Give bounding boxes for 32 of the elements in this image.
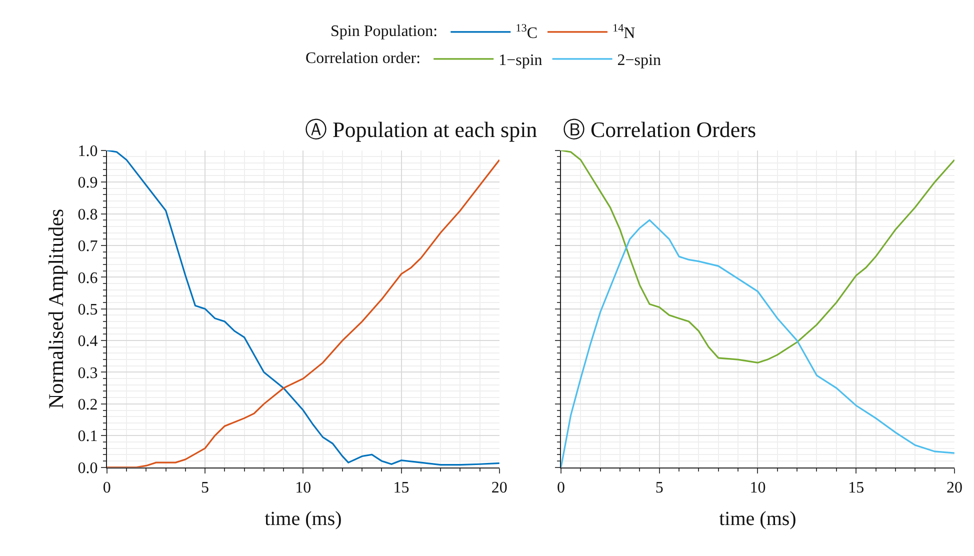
x-tick-label: 10 xyxy=(295,480,312,497)
y-tick-label: 0.4 xyxy=(78,333,98,350)
x-tick-label: 0 xyxy=(557,480,565,497)
chart-title: Ⓐ Population at each spin xyxy=(305,117,538,142)
legend-title: Correlation order: xyxy=(306,50,421,67)
x-tick-label: 20 xyxy=(946,480,962,497)
y-tick-label: 0.0 xyxy=(78,460,98,477)
x-tick-label: 5 xyxy=(655,480,664,497)
x-axis-title: time (ms) xyxy=(264,508,342,530)
x-tick-label: 15 xyxy=(393,480,410,497)
x-axis-title: time (ms) xyxy=(719,508,796,530)
y-tick-label: 0.9 xyxy=(78,174,98,192)
y-tick-label: 0.3 xyxy=(78,364,98,382)
legend-title: Spin Population: xyxy=(330,22,438,40)
x-tick-label: 20 xyxy=(491,480,508,497)
legend-label: $^{14}$N xyxy=(612,22,636,42)
y-tick-label: 0.6 xyxy=(78,270,98,287)
y-tick-label: 0.1 xyxy=(78,428,98,446)
x-tick-label: 10 xyxy=(750,480,766,497)
x-tick-label: 5 xyxy=(201,480,210,497)
y-axis-title: Normalised Amplitudes xyxy=(44,208,68,409)
y-tick-label: 0.7 xyxy=(78,238,98,256)
x-tick-label: 0 xyxy=(102,480,111,497)
legend-label: 2−spin xyxy=(617,52,661,70)
y-tick-label: 0.8 xyxy=(78,206,98,224)
x-tick-label: 15 xyxy=(848,480,864,497)
y-tick-label: 1.0 xyxy=(78,142,98,160)
y-tick-label: 0.2 xyxy=(78,396,98,414)
legend-label: $^{13}$C xyxy=(516,22,538,42)
y-tick-label: 0.5 xyxy=(78,301,98,318)
chart-title: Ⓑ Correlation Orders xyxy=(563,117,756,142)
legend-label: 1−spin xyxy=(498,52,542,70)
